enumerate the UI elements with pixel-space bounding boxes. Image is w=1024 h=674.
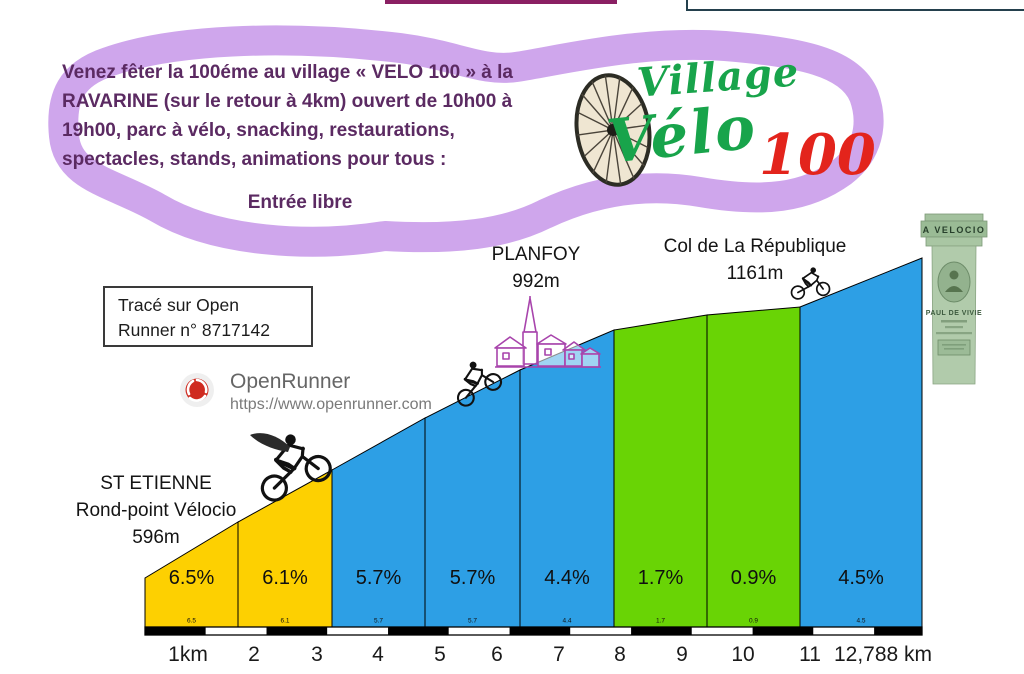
km-ruler-block <box>691 627 753 635</box>
km-ruler-block <box>266 627 328 635</box>
km-ruler-block <box>752 627 814 635</box>
trace-reference-box: Tracé sur Open Runner n° 8717142 <box>103 286 313 347</box>
km-ruler-block <box>448 627 510 635</box>
village-velo-100-logo: Village Vélo 100 <box>565 48 885 206</box>
km-ruler-block <box>813 627 875 635</box>
km-ruler-block <box>388 627 449 635</box>
intro-line: RAVARINE (sur le retour à 4km) ouvert de… <box>62 91 513 112</box>
gradient-label: 4.5% <box>838 567 884 589</box>
gradient-mini-label: 6.1 <box>280 618 289 625</box>
x-axis-tick-label: 5 <box>434 643 446 666</box>
landmark-line: Col de La République <box>663 236 847 257</box>
cyclist-road-icon <box>787 264 832 301</box>
x-axis-tick-label: 4 <box>372 643 384 666</box>
gradient-label: 1.7% <box>638 567 684 589</box>
gradient-mini-label: 6.5 <box>187 618 196 625</box>
landmark-line: ST ETIENNE <box>100 473 212 494</box>
trace-line: Runner n° 8717142 <box>118 320 270 340</box>
km-ruler-block <box>509 627 571 635</box>
landmark-start-label: ST ETIENNE Rond-point Vélocio 596m <box>26 470 286 551</box>
gradient-label: 5.7% <box>450 567 496 589</box>
monument-dedication-text: A VELOCIO <box>923 225 986 235</box>
velocio-monument: A VELOCIO PAUL DE VIVIE <box>920 213 988 385</box>
gradient-mini-label: 5.7 <box>468 618 477 625</box>
landmark-planfoy-label: PLANFOY 992m <box>436 241 636 295</box>
x-axis-tick-label: 2 <box>248 643 260 666</box>
x-axis-tick-label: 7 <box>553 643 565 666</box>
monument-name-text: PAUL DE VIVIE <box>926 310 982 317</box>
gradient-mini-label: 1.7 <box>656 618 665 625</box>
gradient-mini-label: 4.5 <box>856 618 865 625</box>
openrunner-name: OpenRunner <box>230 370 351 393</box>
gradient-label: 6.1% <box>262 567 308 589</box>
gradient-mini-label: 5.7 <box>374 618 383 625</box>
km-ruler-block <box>205 627 267 635</box>
gradient-label: 5.7% <box>356 567 402 589</box>
gradient-label: 6.5% <box>169 567 215 589</box>
landmark-line: Rond-point Vélocio <box>75 500 237 521</box>
x-axis-tick-label: 9 <box>676 643 688 666</box>
km-ruler-block <box>631 627 692 635</box>
x-axis-tick-label: 10 <box>731 643 754 666</box>
trace-line: Tracé sur Open <box>118 295 239 315</box>
logo-word-100: 100 <box>759 122 876 188</box>
landmark-line: 992m <box>512 271 560 292</box>
gradient-mini-label: 0.9 <box>749 618 758 625</box>
x-axis-tick-label: 11 <box>799 643 821 666</box>
openrunner-url: https://www.openrunner.com <box>230 396 432 413</box>
landmark-line: 596m <box>132 527 180 548</box>
village-church-drawing <box>494 296 601 368</box>
gradient-mini-label: 4.4 <box>562 618 571 625</box>
gradient-label: 0.9% <box>731 567 777 589</box>
cyclist-sketch-icon <box>244 422 336 506</box>
km-ruler-block <box>145 627 206 635</box>
landmark-summit-label: Col de La République 1161m <box>615 233 895 287</box>
openrunner-logo-icon <box>180 373 214 407</box>
intro-line: Venez fêter la 100éme au village « VELO … <box>62 62 513 83</box>
bicycle-wheel-icon <box>574 73 652 187</box>
x-axis-tick-label: 8 <box>614 643 626 666</box>
x-axis-tick-label: 1km <box>168 643 208 666</box>
intro-line: 19h00, parc à vélo, snacking, restaurati… <box>62 120 455 141</box>
x-axis-tick-label: 6 <box>491 643 503 666</box>
km-ruler-block <box>570 627 632 635</box>
x-axis-tick-label: 12,788 km <box>834 643 932 666</box>
cyclist-mtb-icon <box>443 352 506 410</box>
cropped-box-bottom-edge <box>385 0 617 4</box>
landmark-line: 1161m <box>726 263 784 284</box>
landmark-line: PLANFOY <box>491 244 581 265</box>
intro-text: Venez fêter la 100éme au village « VELO … <box>62 58 562 174</box>
free-entry-text: Entrée libre <box>247 192 353 213</box>
km-ruler-outline <box>144 626 923 636</box>
km-ruler-block <box>874 627 922 635</box>
cropped-box-corner <box>686 0 1024 11</box>
km-ruler-block <box>327 627 389 635</box>
x-axis-tick-label: 3 <box>311 643 323 666</box>
intro-line: spectacles, stands, animations pour tous… <box>62 149 447 170</box>
gradient-label: 4.4% <box>544 567 590 589</box>
